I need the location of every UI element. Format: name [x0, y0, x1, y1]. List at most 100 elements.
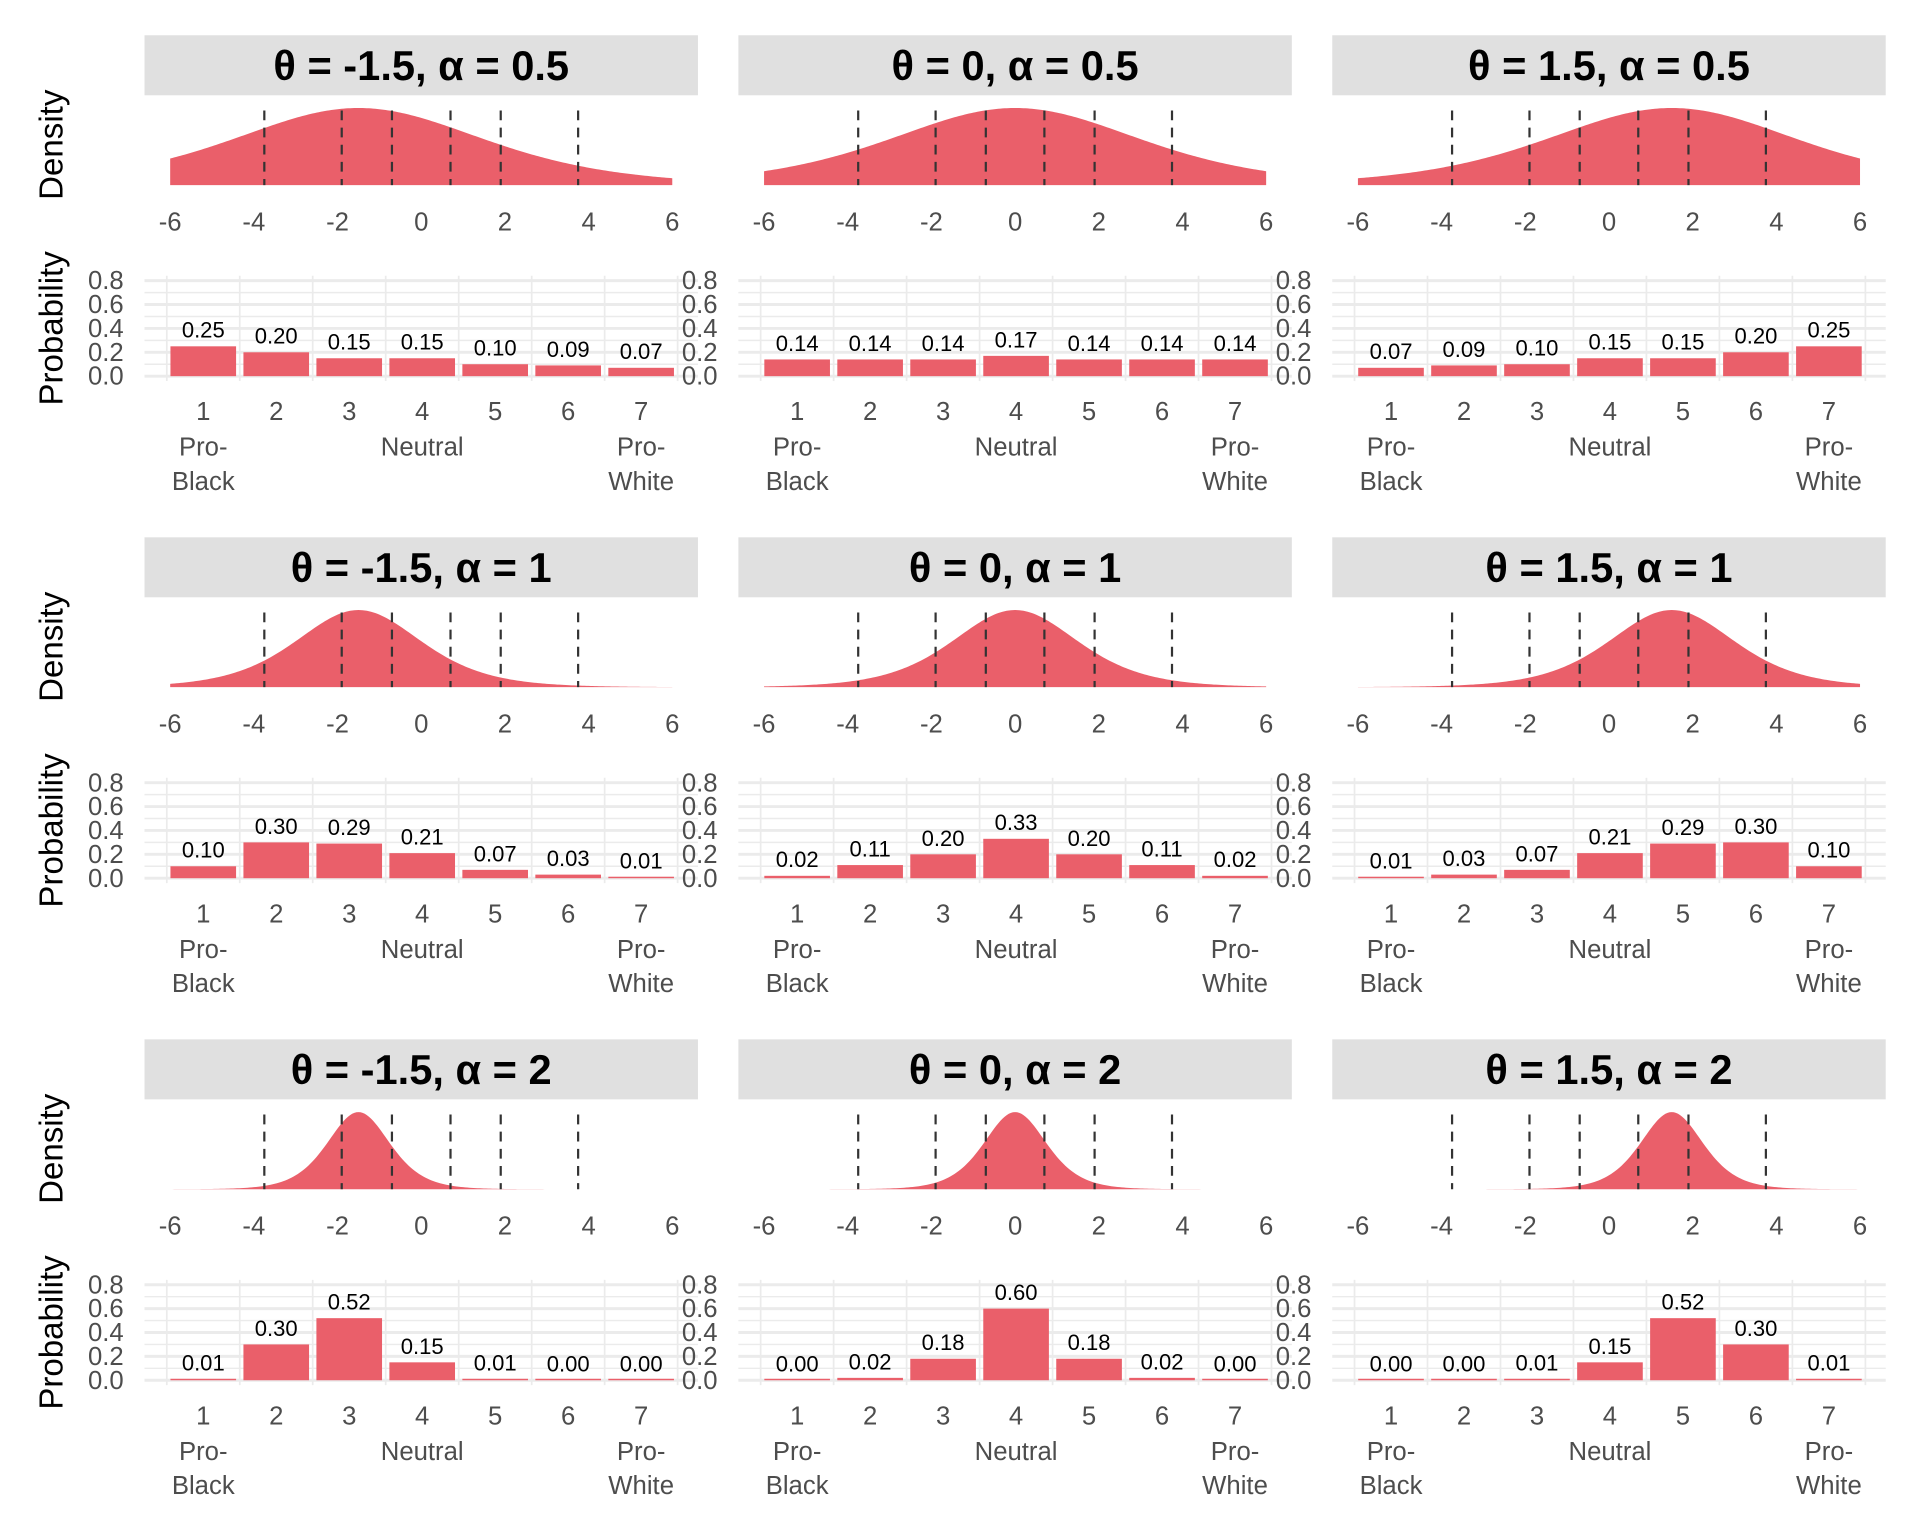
probability-bar	[1723, 842, 1789, 879]
probability-y-tick-label: 0.0	[682, 865, 718, 893]
category-label-neutral: Neutral	[1569, 1438, 1652, 1466]
category-label-pro-white: White	[608, 970, 674, 998]
category-tick-label: 6	[1155, 900, 1169, 928]
facet-panel: θ = -1.5, α = 1 Density Probability -6 -4 -2 0…	[33, 537, 698, 998]
density-x-tick-label: 2	[1686, 208, 1700, 236]
category-label-pro-white: White	[1796, 970, 1862, 998]
category-label-pro-black: Black	[766, 970, 829, 998]
bar-value-label: 0.14	[776, 331, 819, 356]
category-tick-label: 2	[863, 1402, 877, 1430]
density-x-tick-label: -6	[1347, 710, 1370, 738]
probability-axis-title: Probability	[33, 1255, 70, 1410]
density-x-tick-label: -2	[920, 208, 943, 236]
category-tick-label: 5	[1082, 1402, 1096, 1430]
probability-bar	[243, 1344, 310, 1381]
category-label-pro-white: Pro-	[1211, 434, 1260, 462]
density-x-tick-label: -4	[836, 1213, 859, 1241]
bar-value-label: 0.20	[922, 826, 965, 851]
bar-value-label: 0.00	[1370, 1352, 1413, 1377]
density-x-tick-label: -2	[1514, 710, 1537, 738]
probability-bar	[764, 875, 830, 879]
category-label-pro-black: Pro-	[773, 936, 822, 964]
density-x-tick-label: -2	[326, 1213, 349, 1241]
density-area	[764, 610, 1267, 688]
probability-bar	[462, 364, 528, 377]
category-label-pro-white: Pro-	[1805, 434, 1854, 462]
bar-value-label: 0.07	[1516, 841, 1559, 866]
probability-y-tick-label: 0.8	[682, 1271, 718, 1299]
facet-title: θ = -1.5, α = 0.5	[273, 42, 569, 89]
facet-strip	[144, 1039, 698, 1100]
category-tick-label: 3	[936, 900, 950, 928]
category-label-neutral: Neutral	[381, 936, 464, 964]
category-label-pro-white: White	[1202, 468, 1268, 496]
density-x-tick-label: -6	[753, 1213, 776, 1241]
probability-y-tick-label: 0.8	[1276, 769, 1312, 797]
probability-bar	[1504, 364, 1570, 377]
probability-axis-title: Probability	[33, 753, 70, 908]
density-x-tick-label: -6	[1347, 208, 1370, 236]
probability-y-tick-label: 0.0	[682, 1367, 718, 1395]
category-tick-label: 5	[1676, 1402, 1690, 1430]
probability-bar	[1056, 359, 1122, 377]
density-x-tick-label: -2	[326, 710, 349, 738]
probability-bar	[1504, 869, 1570, 879]
density-x-tick-label: 2	[1686, 1213, 1700, 1241]
probability-bar	[389, 1362, 456, 1381]
category-label-pro-black: Black	[1360, 970, 1423, 998]
category-tick-label: 5	[1082, 398, 1096, 426]
category-label-pro-black: Pro-	[773, 434, 822, 462]
probability-bar	[1431, 874, 1497, 879]
density-x-tick-label: -6	[753, 710, 776, 738]
bar-value-label: 0.07	[620, 339, 663, 364]
probability-bar	[1796, 346, 1862, 377]
probability-bar	[462, 1378, 528, 1381]
category-tick-label: 1	[1384, 1402, 1398, 1430]
probability-y-tick-label: 0.2	[1276, 339, 1312, 367]
density-x-tick-label: 4	[581, 710, 595, 738]
probability-bar	[837, 865, 903, 879]
bar-value-label: 0.52	[328, 1290, 371, 1315]
density-x-tick-label: -2	[920, 1213, 943, 1241]
facet-title: θ = 1.5, α = 1	[1485, 544, 1732, 591]
category-tick-label: 3	[342, 900, 356, 928]
category-label-pro-white: Pro-	[617, 1438, 666, 1466]
probability-bar	[1202, 875, 1268, 879]
probability-bar	[389, 358, 456, 377]
density-x-tick-label: 6	[665, 1213, 679, 1241]
bar-value-label: 0.01	[1516, 1350, 1559, 1375]
density-x-tick-label: 2	[1686, 710, 1700, 738]
density-x-tick-label: -4	[242, 1213, 265, 1241]
density-x-tick-label: 6	[1853, 710, 1867, 738]
category-tick-label: 6	[1155, 1402, 1169, 1430]
density-x-tick-label: 4	[581, 1213, 595, 1241]
probability-bar	[462, 869, 528, 879]
facet-strip	[144, 35, 698, 96]
probability-bar	[910, 1358, 976, 1381]
probability-y-tick-label: 0.8	[88, 769, 124, 797]
density-x-tick-label: 4	[1175, 710, 1189, 738]
category-tick-label: 3	[1530, 900, 1544, 928]
probability-bar	[837, 359, 903, 377]
bar-value-label: 0.17	[995, 327, 1038, 352]
probability-y-tick-label: 0.8	[1276, 267, 1312, 295]
category-tick-label: 2	[269, 900, 283, 928]
density-x-tick-label: 4	[1769, 1213, 1783, 1241]
category-tick-label: 2	[1457, 1402, 1471, 1430]
bar-value-label: 0.20	[1734, 324, 1777, 349]
probability-y-tick-label: 0.4	[1276, 817, 1312, 845]
category-label-neutral: Neutral	[381, 1438, 464, 1466]
bar-value-label: 0.60	[995, 1280, 1038, 1305]
probability-bar	[535, 365, 601, 377]
bar-value-label: 0.11	[1141, 837, 1182, 862]
probability-y-tick-label: 0.6	[88, 793, 124, 821]
bar-value-label: 0.30	[255, 1316, 298, 1341]
probability-y-tick-label: 0.0	[88, 865, 124, 893]
probability-bar	[316, 358, 383, 377]
category-tick-label: 6	[1749, 900, 1763, 928]
bar-value-label: 0.29	[1661, 815, 1704, 840]
probability-y-tick-label: 0.0	[1276, 865, 1312, 893]
category-tick-label: 6	[1749, 1402, 1763, 1430]
probability-bar	[1723, 1344, 1789, 1381]
density-x-tick-label: 6	[1853, 1213, 1867, 1241]
